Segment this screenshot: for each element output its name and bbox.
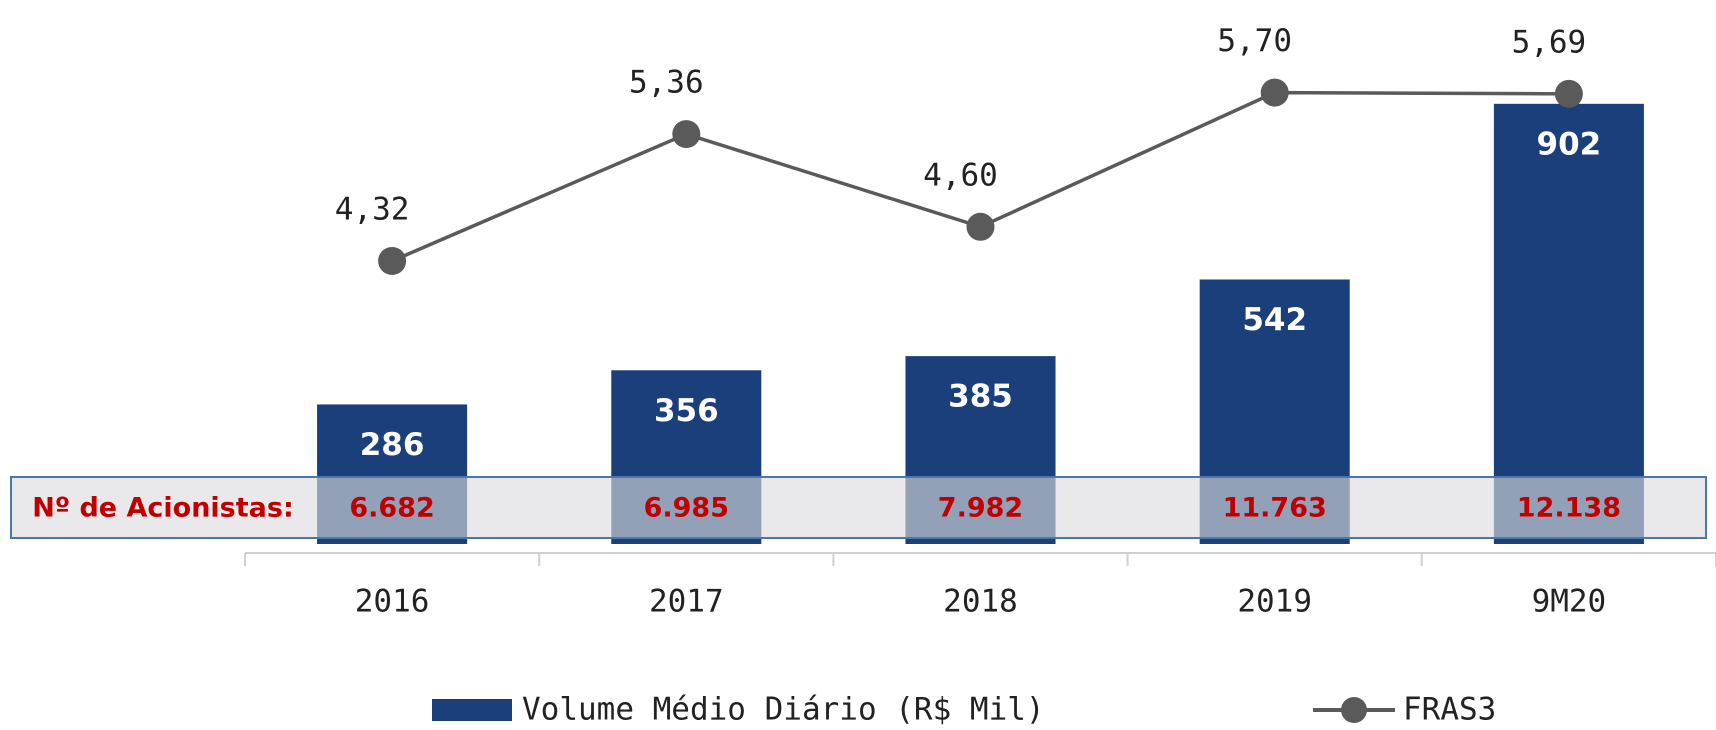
bar-value-label: 542 — [1242, 302, 1307, 338]
line-value-label: 5,70 — [1217, 23, 1292, 59]
bar-value-label: 356 — [654, 393, 719, 429]
bar-value-label: 286 — [360, 427, 425, 463]
legend-swatch — [432, 699, 512, 721]
line-value-label: 5,69 — [1512, 24, 1587, 60]
line-value-label: 4,32 — [335, 191, 410, 227]
x-tick-label: 9M20 — [1532, 584, 1607, 620]
shareholders-value: 7.982 — [938, 493, 1023, 524]
bars — [317, 103, 1644, 544]
x-tick-label: 2017 — [649, 584, 724, 620]
shareholders-strip — [10, 476, 1707, 539]
line-marker — [966, 212, 995, 241]
legend-marker — [1341, 697, 1367, 723]
line-marker — [672, 120, 701, 149]
shareholders-label: Nº de Acionistas: — [32, 493, 294, 524]
line-marker — [378, 246, 407, 275]
shareholders-value: 11.763 — [1223, 493, 1327, 524]
bar-value-label: 902 — [1537, 126, 1602, 162]
x-tick-label: 2019 — [1237, 584, 1312, 620]
shareholders-value: 6.682 — [349, 493, 434, 524]
line-marker — [1554, 79, 1583, 108]
bar — [1493, 103, 1644, 544]
bar-value-label: 385 — [948, 379, 1013, 415]
legend-label: Volume Médio Diário (R$ Mil) — [522, 692, 1045, 728]
x-tick-label: 2018 — [943, 584, 1018, 620]
shareholders-value: 12.138 — [1517, 493, 1621, 524]
shareholders-value: 6.985 — [644, 493, 729, 524]
line-value-label: 4,60 — [923, 157, 998, 193]
legend-label: FRAS3 — [1403, 692, 1496, 728]
line-marker — [1260, 78, 1289, 107]
x-tick-label: 2016 — [355, 584, 430, 620]
line-value-label: 5,36 — [629, 65, 704, 101]
